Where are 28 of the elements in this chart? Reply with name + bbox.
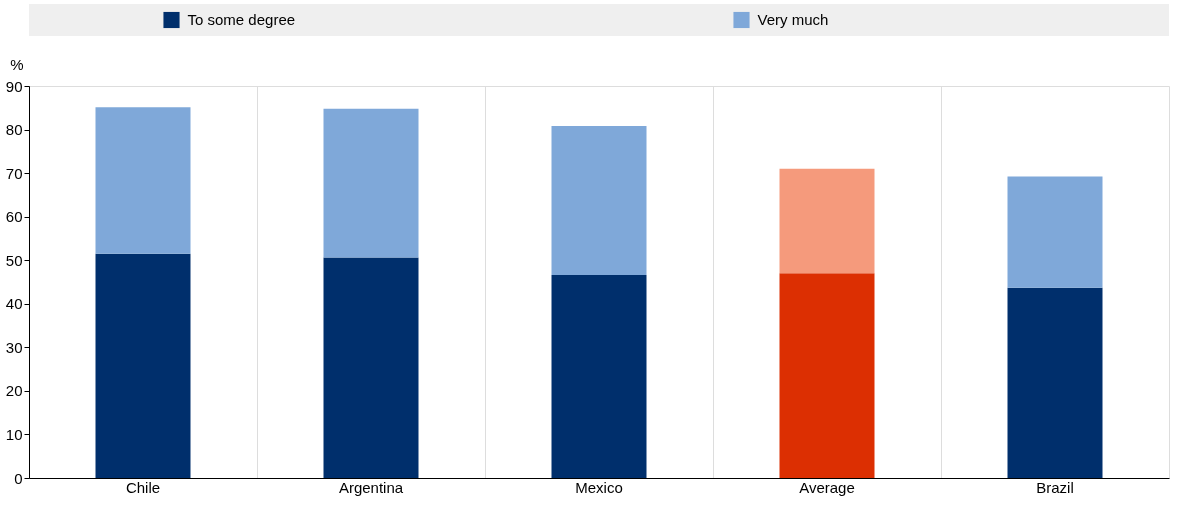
- y-tick-label: 60: [5, 208, 23, 226]
- y-tick-label: 0: [14, 469, 23, 487]
- y-tick-label: 90: [5, 77, 23, 95]
- bar: [779, 168, 875, 274]
- bar: [95, 107, 191, 254]
- y-tick-label: 10: [5, 425, 23, 443]
- bar: [95, 253, 191, 478]
- legend-label: To some degree: [187, 11, 296, 28]
- bar: [323, 257, 419, 478]
- bar: [779, 273, 875, 478]
- y-tick-label: 20: [5, 382, 23, 400]
- bar: [1007, 287, 1103, 478]
- x-tick-label: Average: [799, 478, 855, 496]
- bar: [1007, 176, 1103, 288]
- bar: [551, 275, 647, 478]
- x-tick-label: Mexico: [575, 478, 623, 496]
- x-tick-label: Brazil: [1036, 478, 1074, 496]
- bar: [551, 126, 647, 276]
- y-tick-label: 50: [5, 251, 23, 269]
- y-tick-label: 70: [5, 164, 23, 182]
- bar: [323, 108, 419, 258]
- x-tick-label: Chile: [125, 478, 161, 496]
- y-axis-title: %: [10, 55, 24, 73]
- y-tick-label: 80: [5, 121, 23, 139]
- y-tick-label: 30: [5, 338, 23, 356]
- y-tick-label: 40: [5, 295, 23, 313]
- legend-label: Very much: [757, 11, 829, 28]
- x-tick-label: Argentina: [338, 478, 404, 496]
